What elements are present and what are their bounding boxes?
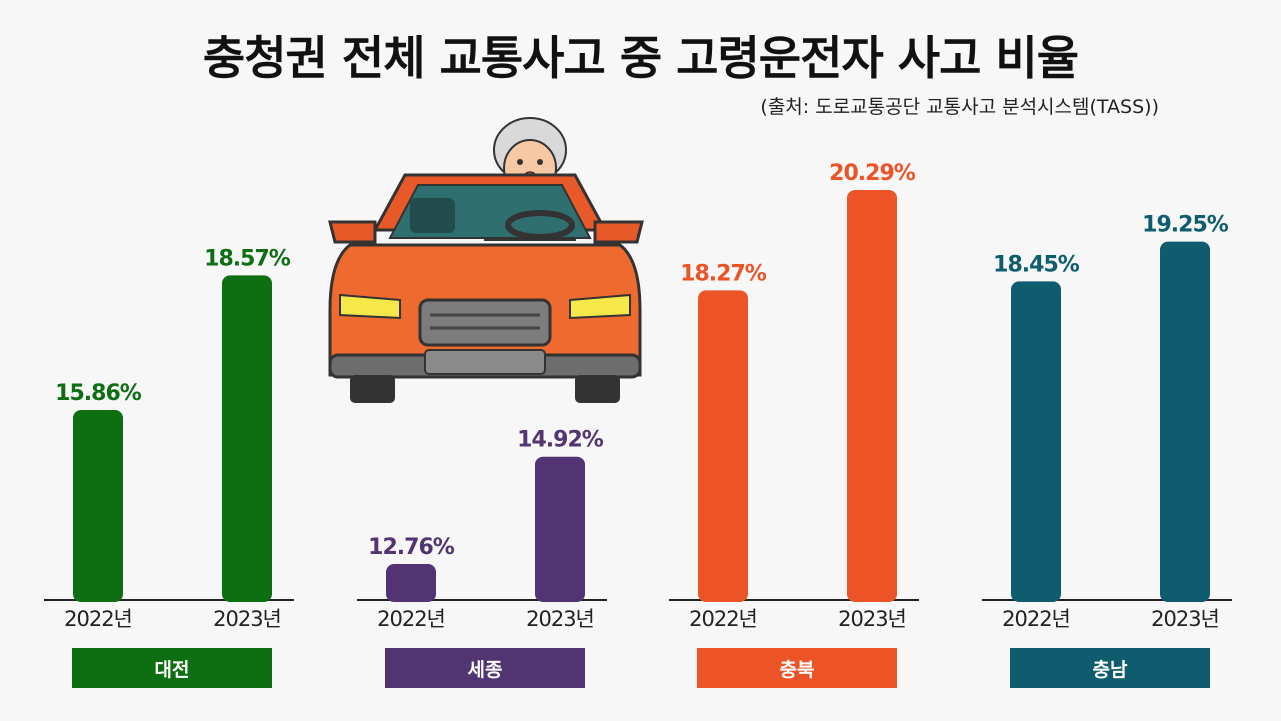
category-label: 2022년 bbox=[689, 607, 757, 631]
category-label: 2023년 bbox=[838, 607, 906, 631]
bar bbox=[73, 410, 123, 602]
elderly-driver-car-illustration bbox=[328, 117, 644, 403]
value-label: 18.57% bbox=[204, 246, 291, 271]
region-label: 충북 bbox=[697, 648, 897, 688]
value-label: 15.86% bbox=[55, 381, 142, 406]
region-label: 세종 bbox=[385, 648, 585, 688]
category-label: 2022년 bbox=[64, 607, 132, 631]
bar bbox=[222, 275, 272, 602]
bar bbox=[1160, 241, 1210, 602]
value-label: 18.45% bbox=[993, 252, 1080, 277]
bar bbox=[847, 190, 897, 602]
chart-title: 충청권 전체 교통사고 중 고령운전자 사고 비율 bbox=[202, 31, 1079, 85]
region-label: 충남 bbox=[1010, 648, 1210, 688]
bar bbox=[386, 564, 436, 602]
value-label: 18.27% bbox=[680, 261, 767, 286]
category-label: 2023년 bbox=[526, 607, 594, 631]
region-label: 대전 bbox=[72, 648, 272, 688]
bar bbox=[535, 456, 585, 602]
category-label: 2023년 bbox=[213, 607, 281, 631]
bar bbox=[1011, 281, 1061, 602]
category-label: 2022년 bbox=[1002, 607, 1070, 631]
category-label: 2023년 bbox=[1151, 607, 1219, 631]
value-label: 20.29% bbox=[829, 161, 916, 186]
category-label: 2022년 bbox=[377, 607, 445, 631]
bar bbox=[698, 290, 748, 602]
value-label: 12.76% bbox=[368, 535, 455, 560]
chart-source: (출처: 도로교통공단 교통사고 분석시스템(TASS)) bbox=[760, 96, 1159, 118]
value-label: 14.92% bbox=[517, 428, 604, 453]
value-label: 19.25% bbox=[1142, 213, 1229, 238]
